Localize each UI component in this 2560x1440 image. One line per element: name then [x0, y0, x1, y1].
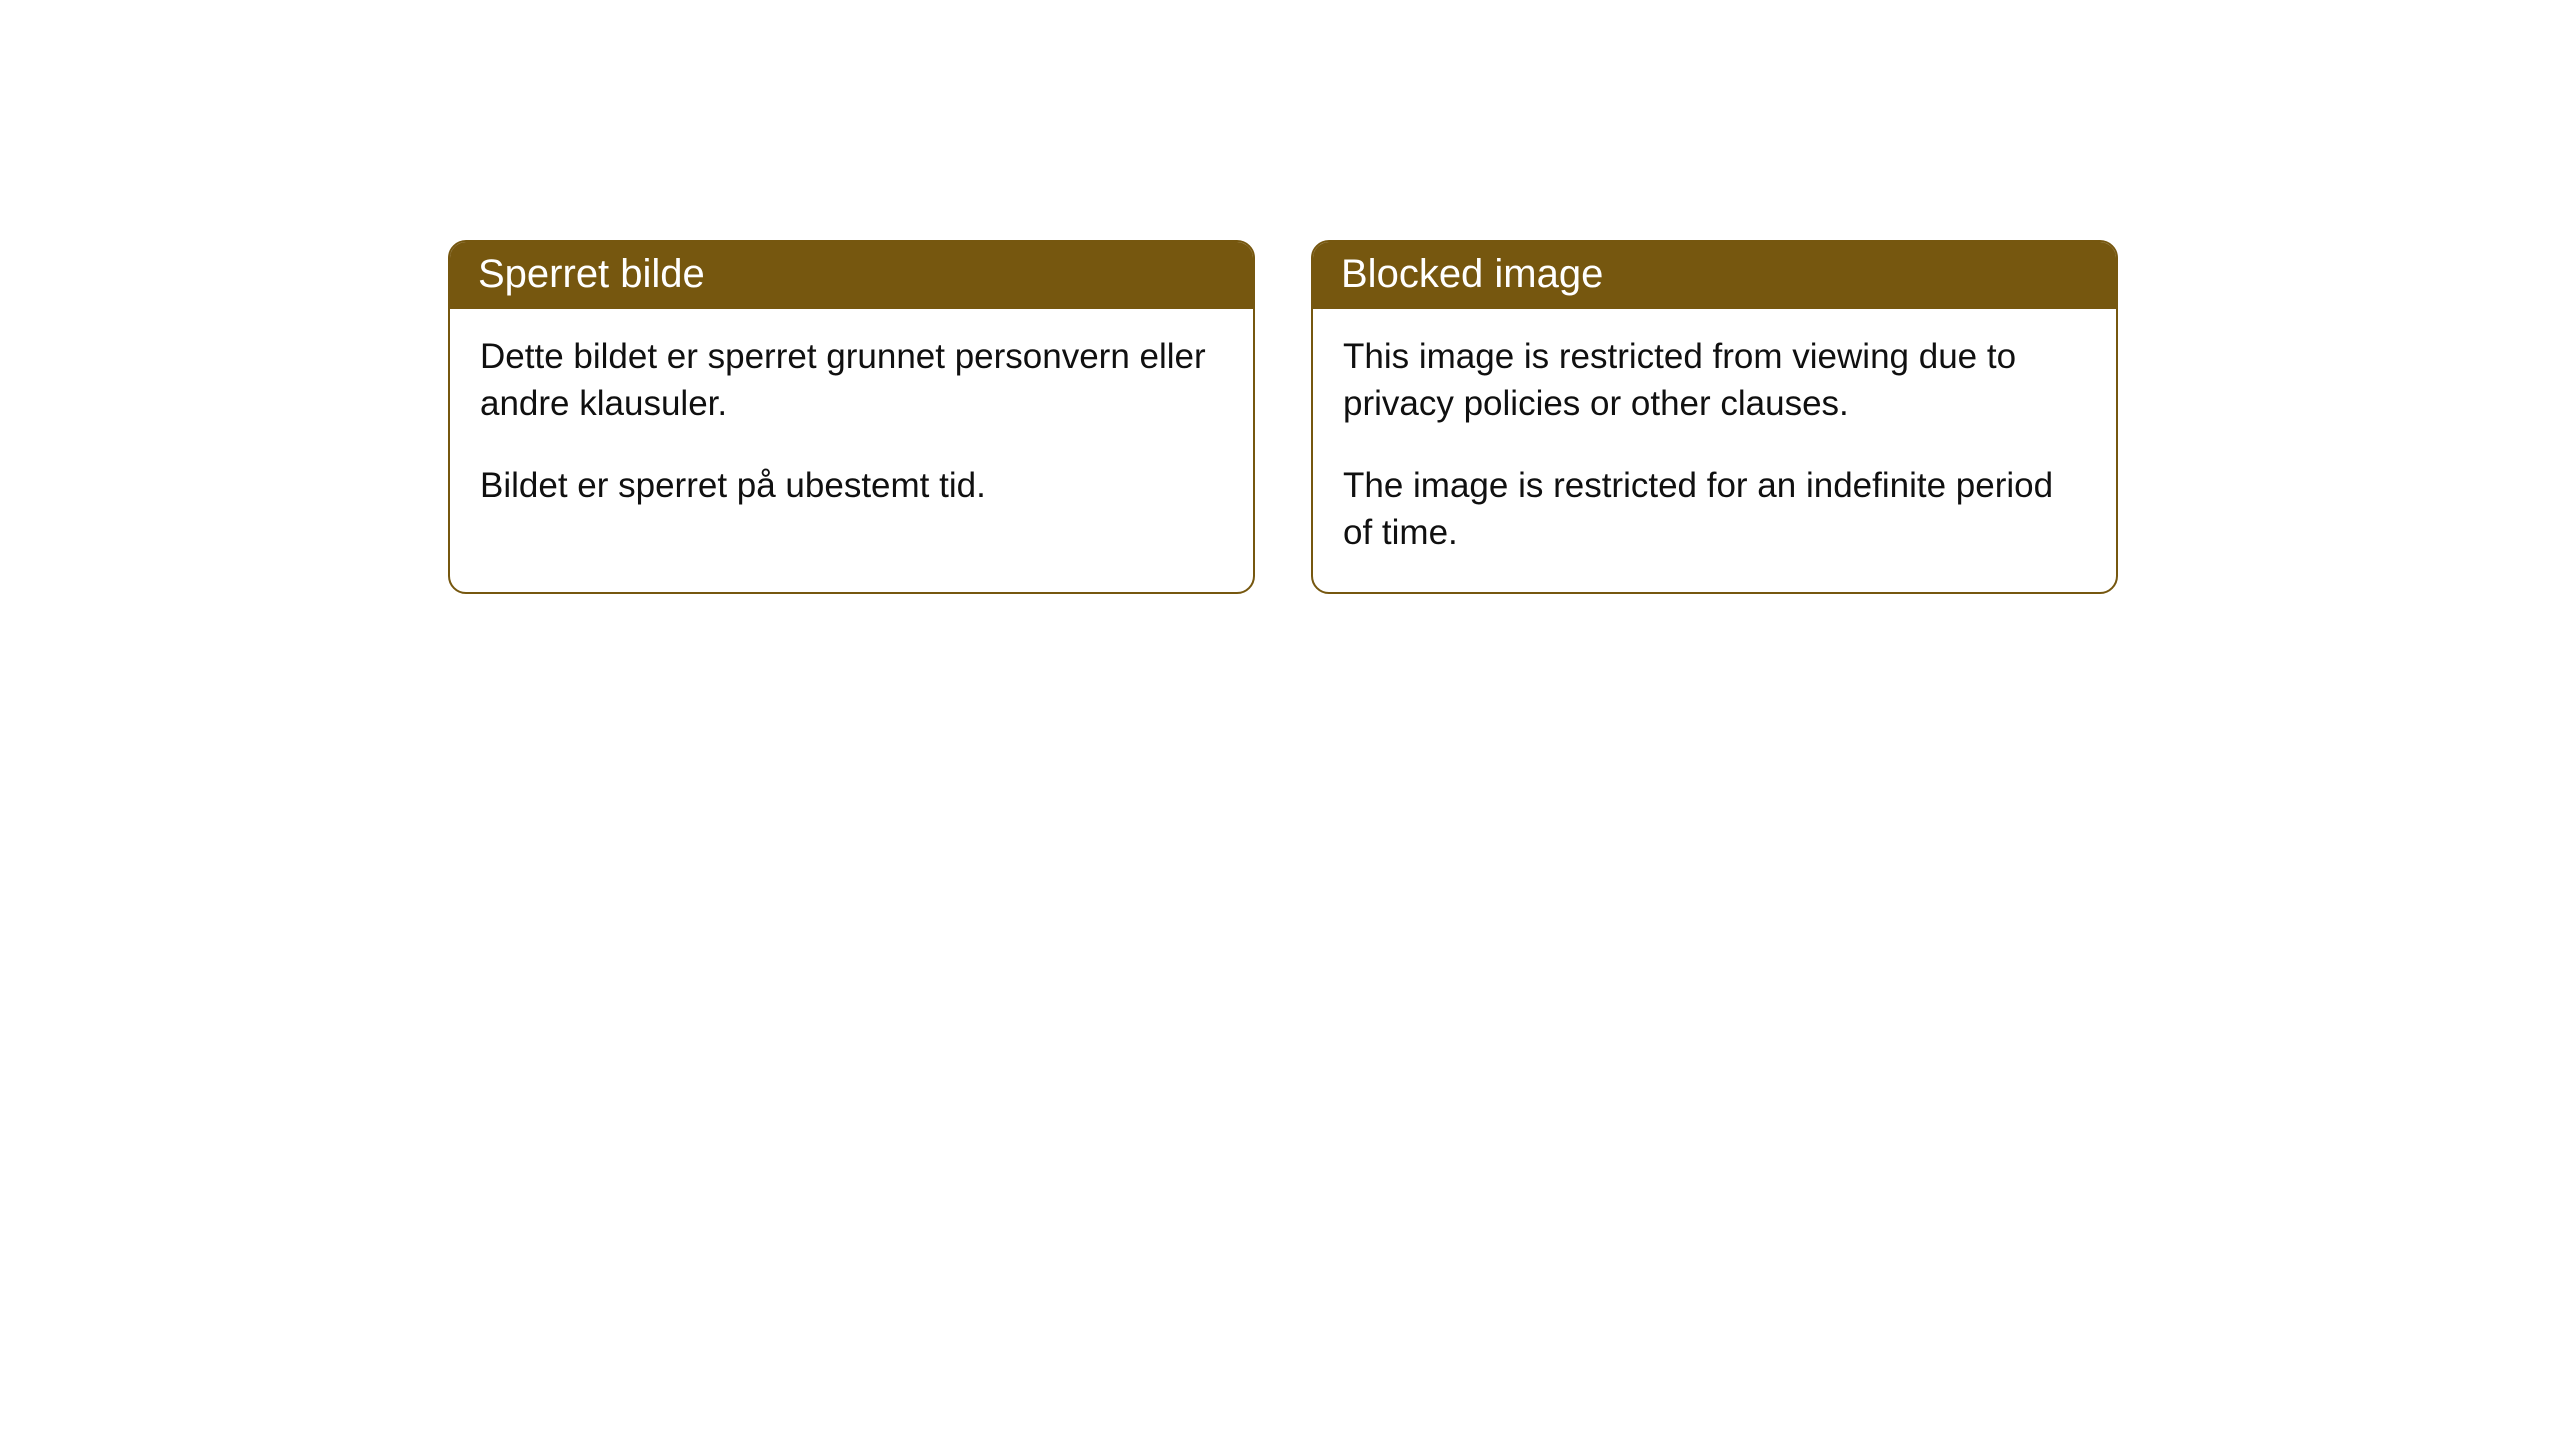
notice-cards-container: Sperret bilde Dette bildet er sperret gr… — [0, 0, 2560, 594]
card-header: Sperret bilde — [450, 242, 1253, 309]
card-body: Dette bildet er sperret grunnet personve… — [450, 309, 1253, 545]
card-paragraph: Dette bildet er sperret grunnet personve… — [480, 333, 1223, 428]
blocked-image-card-no: Sperret bilde Dette bildet er sperret gr… — [448, 240, 1255, 594]
blocked-image-card-en: Blocked image This image is restricted f… — [1311, 240, 2118, 594]
card-body: This image is restricted from viewing du… — [1313, 309, 2116, 592]
card-paragraph: This image is restricted from viewing du… — [1343, 333, 2086, 428]
card-header: Blocked image — [1313, 242, 2116, 309]
card-paragraph: The image is restricted for an indefinit… — [1343, 462, 2086, 557]
card-paragraph: Bildet er sperret på ubestemt tid. — [480, 462, 1223, 509]
